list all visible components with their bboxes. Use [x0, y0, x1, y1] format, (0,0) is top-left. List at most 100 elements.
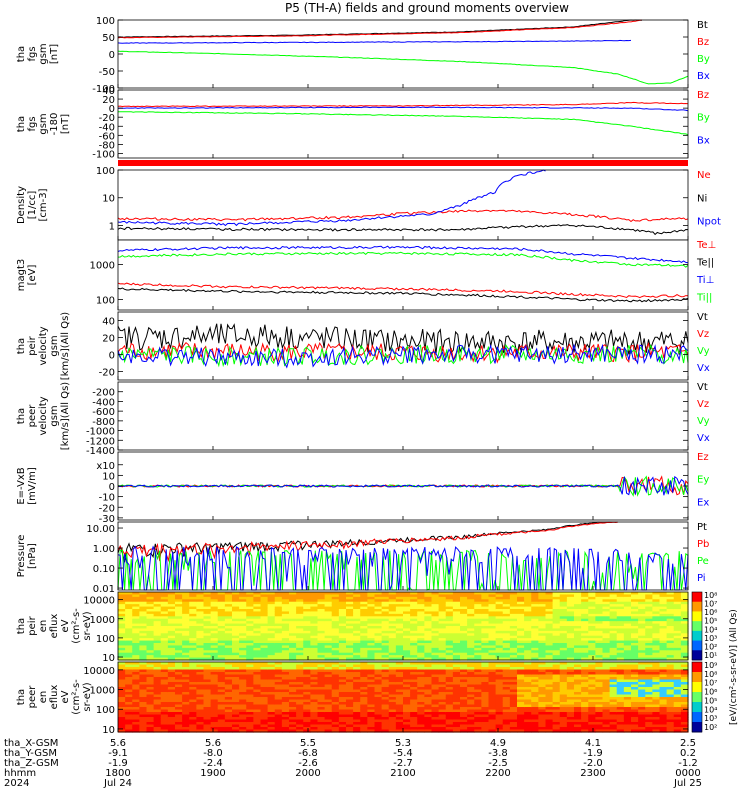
y-tick-label: 1.00 [93, 544, 115, 555]
y-axis-label: velocity [38, 396, 49, 435]
y-tick-label: 100 [96, 634, 115, 645]
panel-efield: EzEyExx10100-10-20-30E=-VxB [mV/m] [16, 452, 709, 525]
colorbar-band [692, 722, 702, 733]
colorbar-band [692, 621, 702, 631]
legend-entry: Ti|| [696, 293, 712, 304]
colorbar-tick-label: 10² [704, 723, 717, 732]
colorbar-label: [eV/(cm²-s-sr-eV)] (All Qs) [729, 609, 739, 725]
y-tick-label: 0 [109, 50, 115, 61]
legend-entry: Ti⊥ [696, 275, 714, 286]
y-axis-label: [nPa] [27, 543, 38, 569]
y-axis-label: tha [16, 408, 27, 424]
y-axis-label: en [38, 620, 49, 633]
y-tick-label: x10 [96, 461, 115, 472]
y-axis-label: gsm [38, 113, 49, 134]
y-tick-label: -20 [99, 503, 115, 514]
legend-entry: By [697, 113, 710, 124]
colorbar-band [692, 631, 702, 641]
panel-fgs-gsm-zoom: BzByBx40200-20-40-60-80-100tha fgs gsm -180… [16, 86, 710, 160]
y-tick-label: 10 [102, 471, 115, 482]
legend-entry: By [697, 54, 710, 65]
y-axis-label: tha [16, 116, 27, 132]
y-axis-label: peer [27, 404, 38, 428]
y-tick-label: 0.01 [93, 584, 115, 595]
y-axis-label: fgs [27, 116, 38, 131]
colorbar-band [692, 641, 702, 651]
y-tick-label: 10.00 [86, 524, 115, 535]
panel-background [118, 382, 688, 450]
y-tick-label: -50 [99, 67, 115, 78]
legend-entry: Npot [697, 217, 721, 228]
y-axis-label: gsm [49, 335, 60, 356]
y-axis-label: eV [60, 619, 71, 632]
legend-entry: Vy [697, 346, 710, 357]
legend-entry: Vx [697, 363, 710, 374]
colorbar-tick-label: 10⁷ [704, 679, 717, 688]
y-axis-label: [cm-3] [38, 188, 49, 221]
y-axis-label: [eV] [27, 265, 38, 286]
y-axis-label: peir [27, 615, 38, 635]
colorbar-band [692, 650, 702, 660]
legend-entry: Vz [697, 329, 709, 340]
colorbar-band [692, 662, 702, 673]
panel-peer-en-eflux: 10⁹10⁸10⁷10⁶10⁵10⁴10³10²10000100010010th… [16, 661, 717, 736]
colorbar-band [692, 672, 702, 683]
colorbar-tick-label: 10⁶ [704, 688, 717, 697]
colorbar-band [692, 611, 702, 621]
panel-peer-velocity: VtVzVyVx-200-400-600-800-1000-1200-1400t… [16, 382, 710, 457]
y-tick-label: 10 [102, 653, 115, 664]
y-axis-label: velocity [38, 326, 49, 365]
y-axis-label: sr-eV) [82, 611, 93, 640]
colorbar-tick-label: 10⁵ [704, 696, 717, 705]
x-axis: tha_X-GSMtha_Y-GSMtha_Z-GSMhhmm20245.6-9… [4, 738, 702, 789]
colorbar-band [692, 682, 702, 693]
colorbar-band [692, 602, 702, 612]
panel-fgs-gsm: BtBzByBx100500-50-100tha fgs gsm [nT] [16, 16, 710, 95]
legend-entry: Bt [697, 20, 708, 31]
y-axis-label: E=-VxB [16, 467, 27, 504]
legend-entry: Pi [697, 573, 706, 584]
y-tick-label: 1 [109, 221, 115, 232]
legend-entry: Vx [697, 433, 710, 444]
legend-entry: Vz [697, 399, 709, 410]
y-axis-label: sr-eV) [82, 682, 93, 711]
panel-background [118, 90, 688, 158]
legend-entry: Ni [697, 193, 707, 204]
legend-entry: Pt [697, 522, 707, 533]
y-tick-label: -100 [92, 149, 115, 160]
y-axis-label: -180 [49, 113, 60, 136]
y-tick-label: 0 [109, 482, 115, 493]
legend-entry: Bz [697, 90, 709, 101]
y-tick-label: 0 [109, 351, 115, 362]
y-tick-label: 1000 [90, 260, 115, 271]
legend-entry: Ex [697, 497, 709, 508]
legend-entry: Ne [697, 170, 711, 181]
panel-background [118, 20, 688, 88]
legend-entry: Te|| [696, 258, 714, 269]
x-tick-label: 2100 [390, 768, 415, 779]
panel-density: NeNiNpot100101Density [1/cc] [cm-3] [16, 166, 721, 240]
legend-entry: Vt [697, 312, 708, 323]
legend-entry: Vy [697, 416, 710, 427]
y-axis-label: tha [16, 618, 27, 634]
legend-entry: Te⊥ [696, 240, 716, 251]
x-tick-label: 1900 [200, 768, 225, 779]
y-axis-label: [1/cc] [27, 191, 38, 220]
colorbar-tick-label: 10⁴ [704, 705, 717, 714]
y-tick-label: 100 [96, 16, 115, 27]
y-tick-label: 10 [102, 194, 115, 205]
y-axis-label: [nT] [49, 44, 60, 64]
y-tick-label: 0.10 [93, 564, 115, 575]
legend-entry: Pe [697, 556, 709, 567]
y-tick-label: 100 [96, 705, 115, 716]
y-tick-label: -1400 [86, 446, 115, 457]
y-axis-label: peir [27, 335, 38, 355]
y-axis-label: [mV/m] [27, 467, 38, 505]
x-tick-label: 2300 [580, 768, 605, 779]
colorbar-band [692, 712, 702, 723]
colorbar-tick-label: 10¹ [704, 651, 717, 660]
y-axis-label: [km/s](All Qs) [60, 382, 71, 450]
y-axis-label: [km/s](All Qs) [60, 312, 71, 380]
y-tick-label: 50 [102, 33, 115, 44]
y-tick-label: 20 [102, 334, 115, 345]
